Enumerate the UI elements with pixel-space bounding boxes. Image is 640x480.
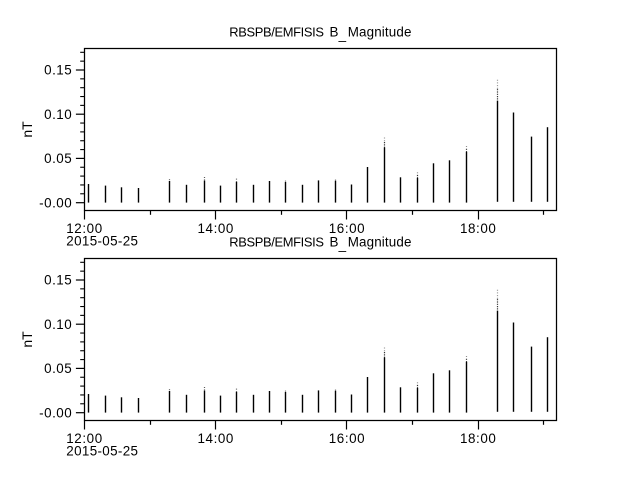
svg-text:2015-05-25: 2015-05-25 [66, 443, 138, 458]
svg-text:0.15: 0.15 [44, 273, 72, 288]
svg-text:0.10: 0.10 [44, 317, 72, 332]
svg-text:RBSPB/EMFISIS: RBSPB/EMFISIS [229, 235, 323, 250]
svg-text:-0.00: -0.00 [39, 405, 72, 420]
svg-text:nT: nT [19, 121, 35, 138]
svg-text:-0.00: -0.00 [39, 195, 72, 210]
svg-text:14:00: 14:00 [197, 431, 234, 446]
svg-text:16:00: 16:00 [329, 221, 366, 236]
svg-text:0.10: 0.10 [44, 107, 72, 122]
svg-text:2015-05-25: 2015-05-25 [66, 233, 138, 248]
svg-text:12:00: 12:00 [66, 221, 103, 236]
svg-text:0.05: 0.05 [44, 151, 72, 166]
svg-text:RBSPB/EMFISIS: RBSPB/EMFISIS [229, 25, 323, 40]
svg-text:B_Magnitude: B_ Magnitude [330, 25, 412, 42]
svg-text:18:00: 18:00 [460, 431, 497, 446]
svg-text:16:00: 16:00 [329, 431, 366, 446]
svg-text:0.15: 0.15 [44, 63, 72, 78]
svg-text:0.05: 0.05 [44, 361, 72, 376]
svg-text:18:00: 18:00 [460, 221, 497, 236]
svg-text:14:00: 14:00 [197, 221, 234, 236]
svg-text:nT: nT [19, 331, 35, 348]
svg-text:B_Magnitude: B_ Magnitude [330, 235, 412, 252]
svg-text:12:00: 12:00 [66, 431, 103, 446]
